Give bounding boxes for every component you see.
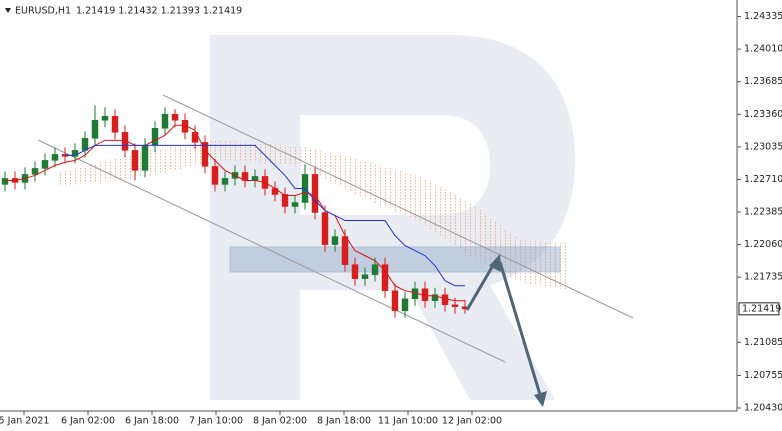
candle-body (361, 274, 369, 279)
candle-body (171, 114, 179, 121)
menu-icon[interactable] (5, 8, 11, 13)
symbol: EURUSD,H1 (15, 6, 71, 17)
arrow-head (534, 391, 547, 407)
candle-body (81, 138, 89, 151)
candle-body (91, 120, 99, 139)
x-tick-label: 6 Jan 18:00 (125, 416, 179, 427)
zone (229, 246, 561, 273)
x-tick-label: 5 Jan 2021 (0, 416, 49, 427)
candle-body (251, 176, 259, 181)
candle-body (221, 178, 229, 185)
candle-body (41, 160, 49, 169)
candle-body (311, 174, 319, 213)
y-tick-label: 1.23360 (744, 109, 782, 120)
candle-body (401, 298, 409, 312)
candle-body (161, 114, 169, 129)
candle-body (101, 116, 109, 121)
candle-body (321, 212, 329, 245)
x-tick-label: 11 Jan 10:00 (378, 416, 438, 427)
candle-body (351, 264, 359, 279)
candle-body (111, 116, 119, 133)
last-price-label: 1.21419 (742, 303, 781, 314)
candle-body (291, 202, 299, 207)
candle-body (331, 236, 339, 245)
candle-body (141, 145, 149, 171)
candle-body (341, 236, 349, 265)
y-tick-label: 1.22060 (744, 239, 782, 250)
candle-body (431, 294, 439, 301)
candle-body (51, 154, 59, 161)
candle-body (201, 142, 209, 167)
channel-line (37, 139, 506, 363)
candle-body (211, 166, 219, 185)
x-tick-label: 7 Jan 10:00 (189, 416, 243, 427)
candle-body (31, 168, 39, 175)
candle-body (391, 290, 399, 312)
candle-body (381, 264, 389, 291)
candle-body (151, 128, 159, 146)
indicator-line (5, 124, 465, 302)
y-tick-label: 1.22710 (744, 174, 782, 185)
candle-body (451, 304, 459, 307)
x-tick-label: 12 Jan 02:00 (442, 416, 502, 427)
y-tick-label: 1.20755 (744, 370, 782, 381)
y-tick-label: 1.22385 (744, 207, 782, 218)
y-tick-label: 1.23685 (744, 76, 782, 87)
y-tick-label: 1.23035 (744, 141, 782, 152)
x-tick-label: 6 Jan 02:00 (61, 416, 115, 427)
header-prices: 1.21419 1.21432 1.21393 1.21419 (76, 6, 242, 17)
y-tick-label: 1.24335 (744, 11, 782, 22)
last-price-box (738, 302, 780, 316)
candle-body (1, 178, 9, 185)
y-tick-label: 1.21085 (744, 337, 782, 348)
forecast-arrows (465, 261, 543, 399)
candle-body (281, 194, 289, 207)
y-tick-label: 1.24010 (744, 44, 782, 55)
y-tick-label: 1.21735 (744, 272, 782, 283)
x-tick-label: 8 Jan 18:00 (317, 416, 371, 427)
arrow-head (489, 254, 501, 272)
indicator-line (65, 144, 465, 287)
candle-body (131, 150, 139, 171)
watermark (210, 35, 575, 400)
candle-body (441, 294, 449, 305)
candle-body (371, 264, 379, 275)
x-tick-label: 8 Jan 02:00 (253, 416, 307, 427)
y-tick-label: 1.20430 (744, 402, 782, 413)
channel-line (162, 94, 634, 319)
